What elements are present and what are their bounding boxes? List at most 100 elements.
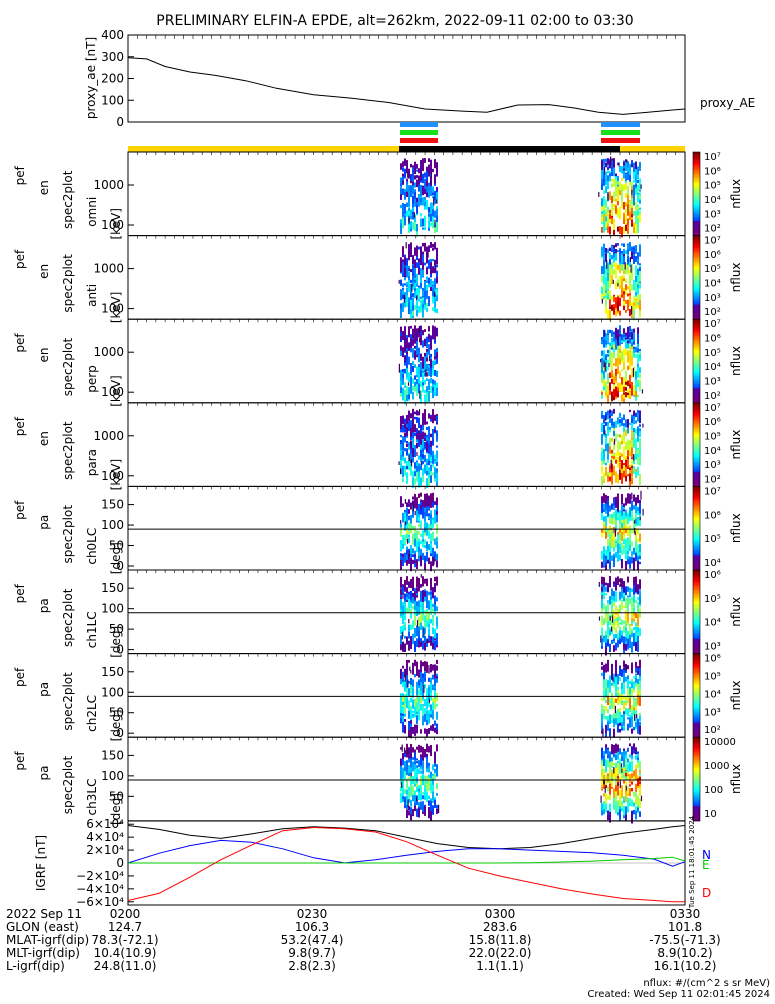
heatmap-cell: [603, 196, 605, 206]
heatmap-cell: [416, 531, 418, 541]
heatmap-cell: [400, 560, 402, 571]
heatmap-cell: [625, 202, 627, 207]
heatmap-cell: [627, 300, 629, 311]
heatmap-cell: [424, 714, 426, 722]
heatmap-cell: [629, 326, 631, 331]
heatmap-cell: [635, 546, 637, 552]
heatmap-cell: [422, 608, 424, 611]
heatmap-cell: [617, 391, 619, 398]
heatmap-cell: [414, 641, 416, 652]
heatmap-cell: [637, 584, 639, 589]
heatmap-cell: [635, 413, 637, 418]
heatmap-cell: [432, 187, 434, 193]
colorbar-tick-label: 10⁷: [704, 486, 721, 497]
heatmap-cell: [412, 432, 414, 439]
heatmap-cell: [408, 268, 410, 271]
heatmap-cell: [633, 642, 635, 646]
heatmap-cell: [605, 700, 607, 704]
heatmap-cell: [434, 459, 436, 461]
heatmap-cell: [404, 789, 406, 794]
heatmap-cell: [404, 295, 405, 303]
heatmap-cell: [633, 466, 635, 474]
heatmap-cell: [416, 725, 418, 734]
heatmap-cell: [611, 504, 613, 510]
panel-ylabel-line: en: [37, 180, 51, 195]
heatmap-cell: [402, 303, 404, 312]
heatmap-cell: [410, 309, 412, 314]
heatmap-cell: [422, 603, 424, 609]
heatmap-cell: [430, 202, 432, 213]
heatmap-cell: [639, 474, 641, 485]
heatmap-cell: [430, 223, 432, 227]
heatmap-cell: [613, 345, 615, 349]
heatmap-cell: [605, 516, 607, 527]
heatmap-cell: [418, 696, 420, 704]
heatmap-cell: [631, 620, 633, 624]
heatmap-cell: [424, 395, 426, 403]
heatmap-cell: [436, 440, 438, 442]
heatmap-cell: [424, 545, 426, 548]
heatmap-cell: [627, 352, 629, 363]
colorbar-tick-label: 10³: [704, 460, 721, 471]
heatmap-cell: [406, 203, 408, 207]
heatmap-cell: [400, 578, 402, 582]
heatmap-cell: [430, 416, 432, 419]
heatmap-cell: [600, 359, 601, 362]
heatmap-cell: [406, 288, 408, 297]
heatmap-cell: [412, 534, 414, 545]
heatmap-cell: [410, 710, 412, 720]
heatmap-cell: [623, 170, 625, 178]
heatmap-cell: [631, 190, 632, 196]
heatmap-cell: [430, 534, 432, 542]
heatmap-cell: [635, 668, 637, 673]
heatmap-cell: [422, 340, 424, 347]
heatmap-cell: [603, 214, 605, 221]
heatmap-cell: [611, 477, 613, 485]
heatmap-cell: [623, 621, 625, 624]
heatmap-cell: [432, 620, 434, 626]
heatmap-cell: [420, 466, 422, 470]
heatmap-cell: [633, 697, 635, 708]
heatmap-cell: [402, 218, 404, 229]
heatmap-cell: [613, 720, 615, 723]
heatmap-cell: [612, 615, 613, 622]
heatmap-cell: [428, 516, 430, 519]
heatmap-cell: [434, 415, 436, 421]
heatmap-cell: [621, 454, 623, 457]
heatmap-cell: [619, 622, 621, 625]
panel-ylabel-line: omni: [85, 197, 99, 227]
heatmap-cell: [639, 285, 641, 288]
heatmap-cell: [430, 335, 432, 344]
heatmap-cell: [416, 262, 418, 268]
heatmap-cell: [422, 219, 424, 227]
heatmap-cell: [635, 613, 637, 618]
heatmap-cell: [406, 550, 408, 554]
heatmap-cell: [619, 311, 621, 316]
heatmap-cell: [406, 560, 408, 566]
heatmap-cell: [416, 430, 418, 434]
colorbar-tick-label: 10⁴: [704, 279, 721, 290]
panel-ylabel-line: ela: [0, 573, 3, 591]
heatmap-cell: [609, 297, 611, 300]
heatmap-cell: [410, 528, 412, 533]
heatmap-cell: [605, 558, 607, 562]
heatmap-cell: [639, 726, 641, 735]
heatmap-cell: [410, 807, 412, 814]
heatmap-cell: [402, 167, 404, 171]
heatmap-cell: [420, 591, 422, 600]
heatmap-cell: [406, 665, 408, 676]
heatmap-cell: [639, 504, 641, 514]
heatmap-cell: [635, 245, 637, 253]
heatmap-cell: [400, 544, 402, 550]
heatmap-cell: [617, 543, 619, 553]
heatmap-cell: [619, 434, 621, 437]
heatmap-cell: [424, 339, 426, 347]
heatmap-cell: [603, 587, 605, 592]
heatmap-cell: [619, 207, 621, 216]
heatmap-cell: [412, 620, 414, 629]
heatmap-cell: [418, 802, 420, 807]
heatmap-cell: [619, 627, 621, 630]
heatmap-cell: [633, 180, 635, 183]
heatmap-cell: [410, 470, 412, 476]
heatmap-cell: [426, 600, 428, 608]
